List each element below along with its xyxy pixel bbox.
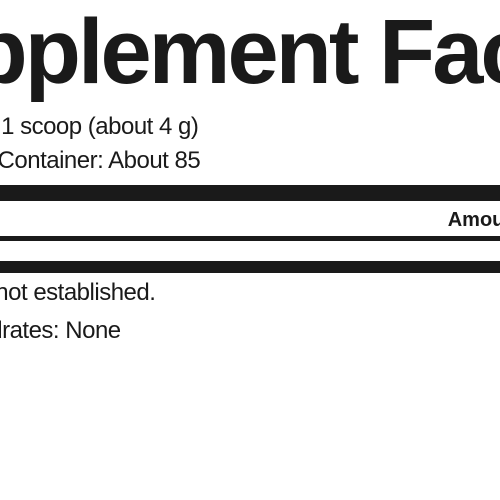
label-title: Supplement Facts: [0, 0, 500, 105]
thick-rule-top: [0, 185, 500, 201]
servings-per-container-line: Servings Per Container: About 85: [0, 147, 500, 175]
supplement-facts-label: Supplement Facts Serving Size: 1 scoop (…: [0, 0, 500, 349]
column-header-row: Amount Per Serving: [0, 205, 500, 241]
serving-size-line: Serving Size: 1 scoop (about 4 g): [0, 113, 500, 141]
footnote-net-carbs: Net Carbohydrates: None: [0, 311, 500, 349]
nutrient-row-empty: [0, 241, 500, 273]
footnote-daily-value: * Daily Value not established.: [0, 273, 500, 311]
